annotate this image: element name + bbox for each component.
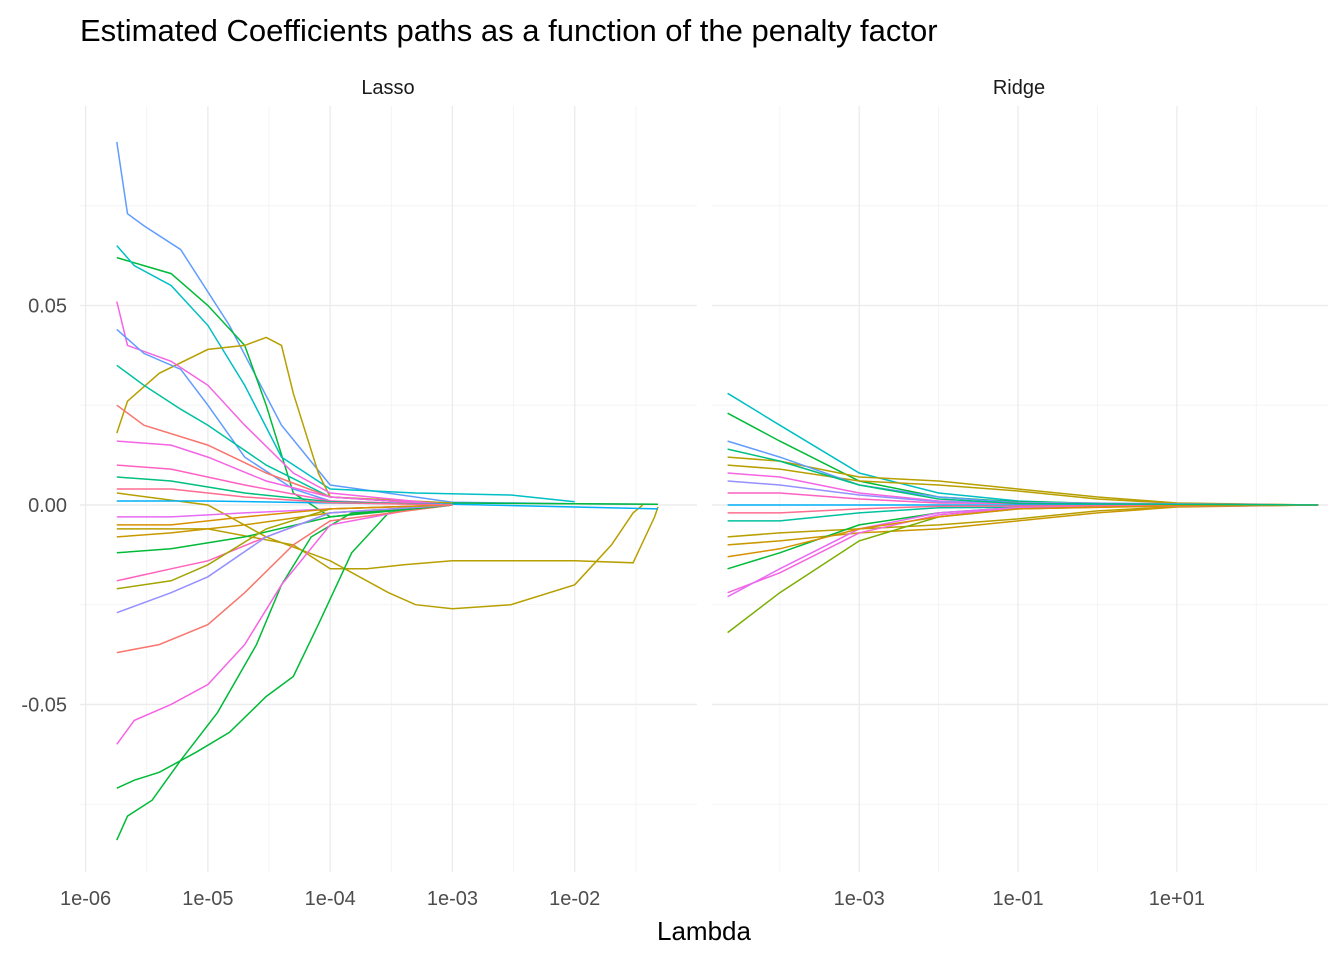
chart-title: Estimated Coefficients paths as a functi… [80,13,938,48]
coef-path-1-3 [727,464,1319,506]
x-tick-label: 1e-05 [182,888,233,910]
panel-strip-ridge: Ridge [993,77,1045,99]
coef-path-0-13 [116,404,453,506]
coef-path-0-2 [116,245,575,503]
coef-path-0-10 [116,301,453,506]
coef-path-0-22 [116,504,453,614]
coef-path-0-9 [116,504,453,654]
y-tick-label: 0.05 [28,295,67,317]
coef-path-0-25 [116,488,453,506]
coef-path-0-24 [116,504,453,526]
coef-path-0-3 [116,336,453,504]
coef-path-0-1 [116,256,659,518]
x-tick-label: 1e-03 [834,888,885,910]
coef-path-0-5 [116,492,644,610]
coef-path-0-0 [116,141,659,505]
y-tick-label: 0.00 [28,495,67,517]
coef-path-0-8 [116,504,453,745]
y-axis-tick-labels: -0.05 0.00 0.05 [21,295,67,716]
panel-ridge: 1e-03 1e-01 1e+01 [712,106,1328,910]
coef-path-1-16 [727,504,1319,514]
x-tick-label: 1e-03 [427,888,478,910]
coef-path-1-10 [727,504,1319,546]
y-tick-label: -0.05 [21,694,67,716]
coef-path-0-11 [116,328,453,506]
coef-path-0-14 [116,440,453,506]
x-tick-label: 1e-06 [60,888,111,910]
coef-path-0-19 [116,504,453,554]
coef-path-0-6 [116,504,453,841]
coef-path-1-17 [727,504,1319,558]
coef-path-0-4 [116,506,659,570]
panel-strip-lasso: Lasso [361,77,414,99]
x-axis-title: Lambda [657,916,751,946]
x-tick-label: 1e+01 [1149,888,1205,910]
coef-path-1-18 [727,448,1319,506]
coef-path-1-13 [727,504,1319,598]
coef-path-1-2 [727,456,1319,506]
coef-path-0-7 [116,504,453,789]
x-tick-label: 1e-04 [305,888,356,910]
coef-path-1-15 [727,480,1319,506]
panel-lasso: 1e-06 1e-05 1e-04 1e-03 1e-02 [60,106,697,910]
x-tick-label: 1e-01 [992,888,1043,910]
coef-path-1-0 [727,392,1319,506]
x-tick-label: 1e-02 [549,888,600,910]
coef-path-1-14 [727,504,1319,634]
